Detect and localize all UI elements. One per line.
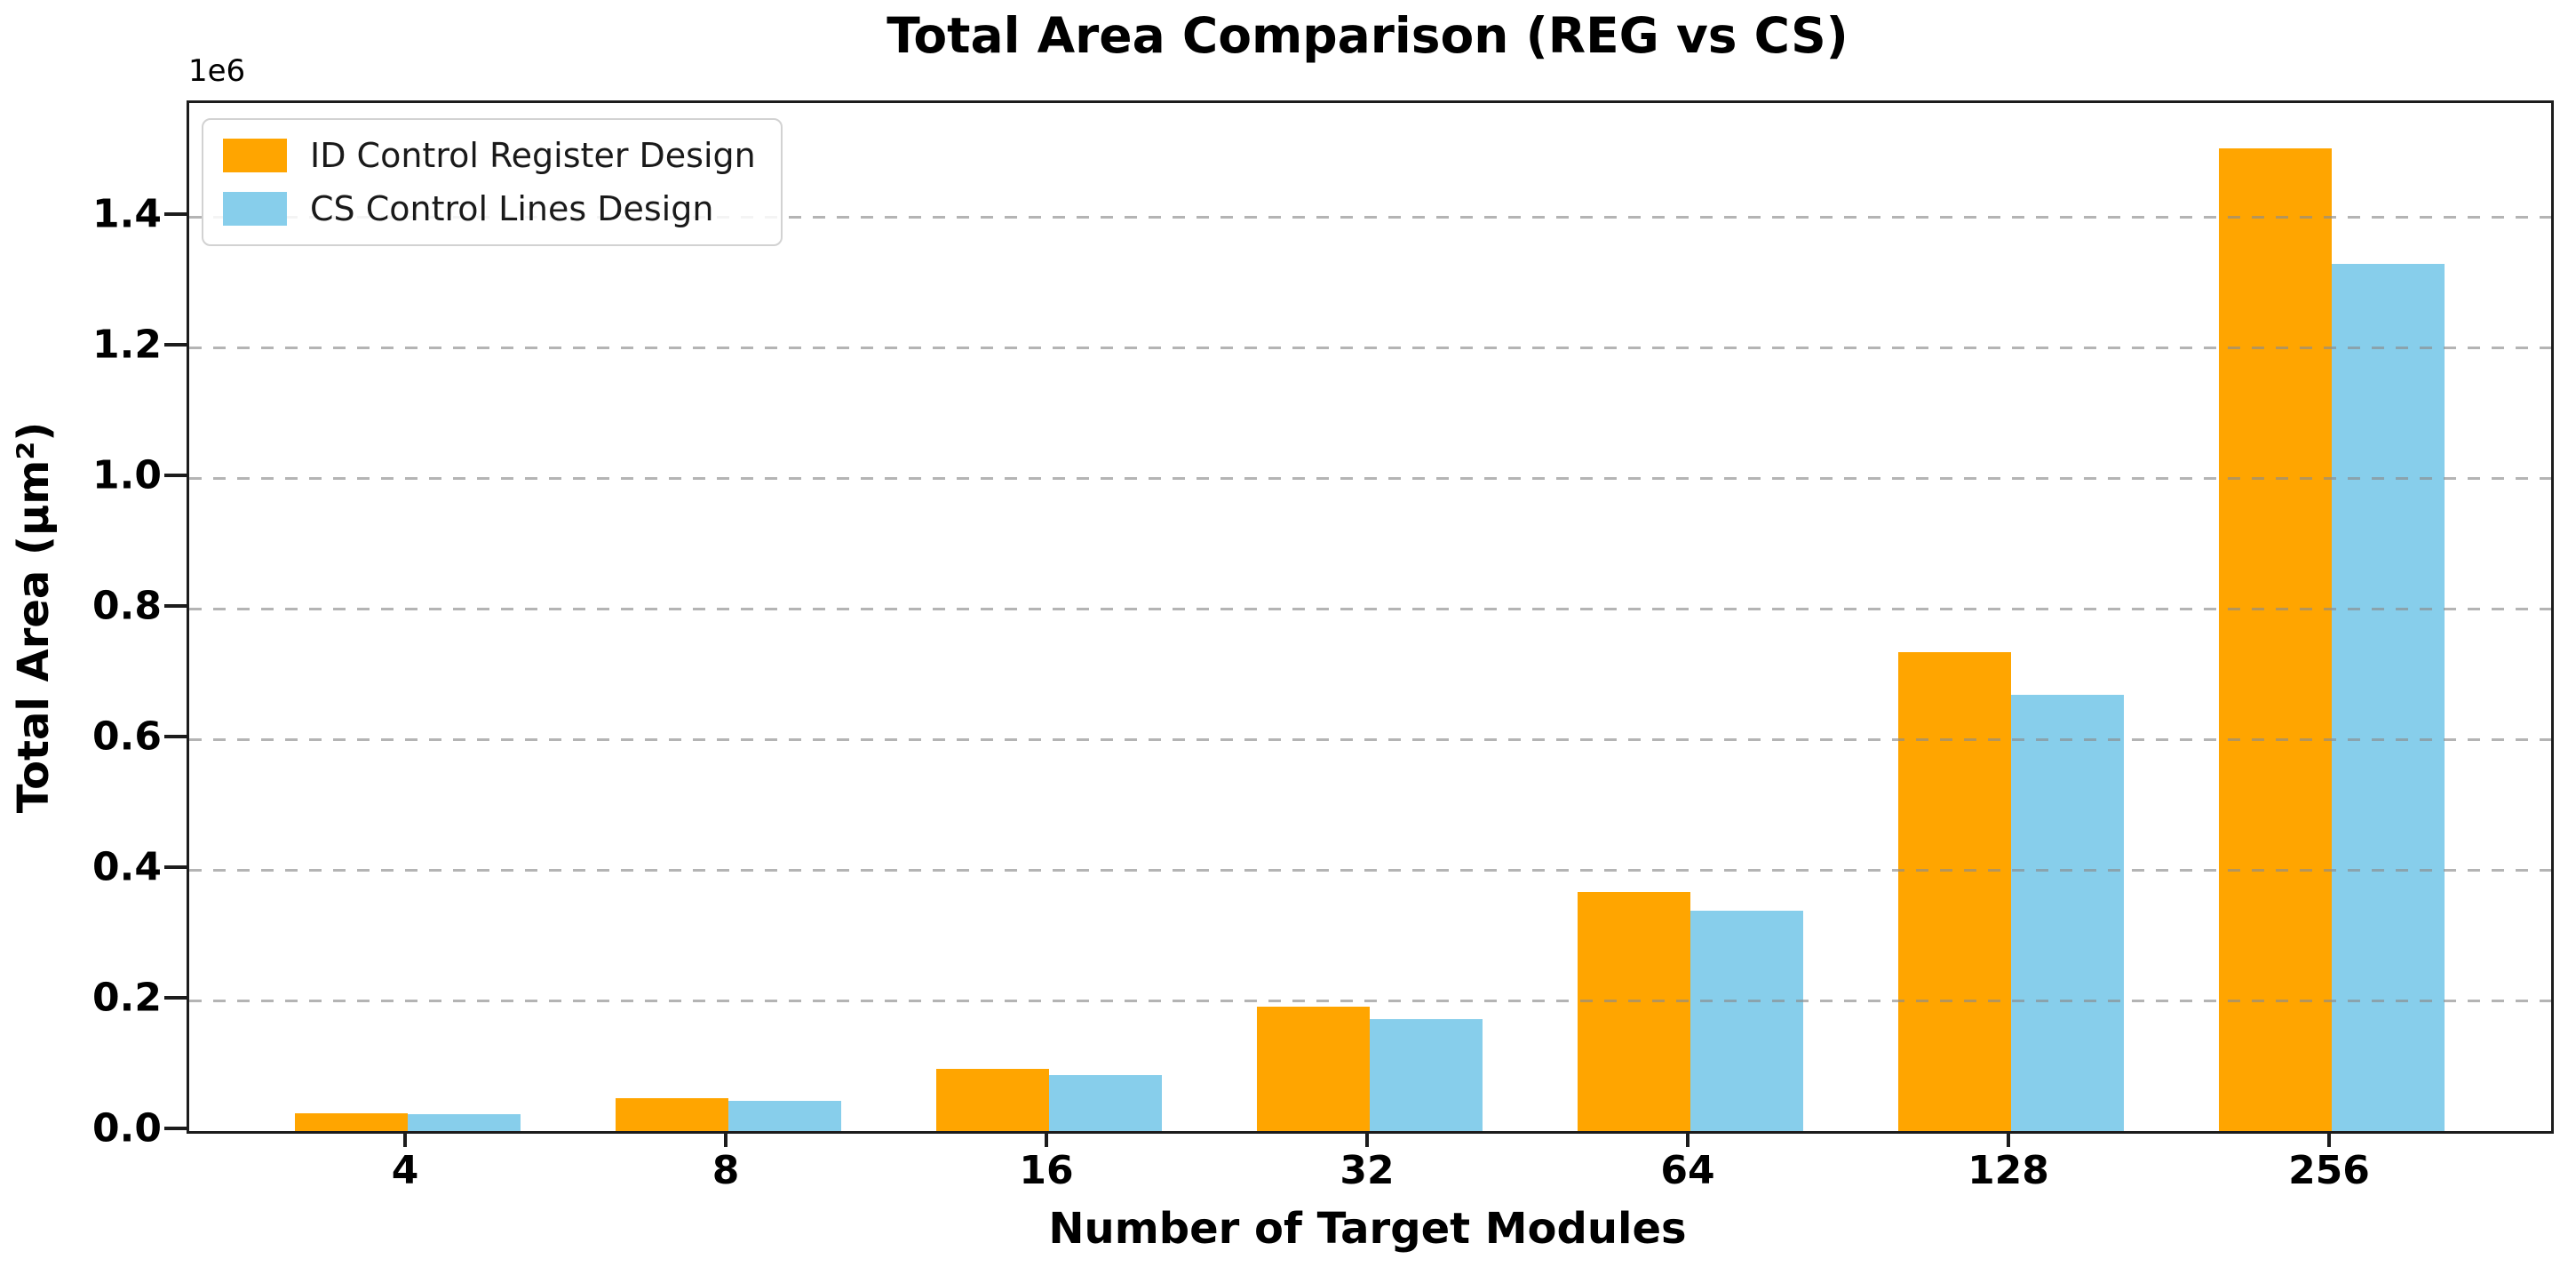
y-tick-mark-1.2 — [164, 342, 188, 347]
y-tick-mark-1.0 — [164, 473, 188, 477]
legend-entry-reg: ID Control Register Design — [223, 136, 756, 175]
x-tick-mark-8 — [724, 1131, 727, 1147]
bar-cs-128 — [2011, 695, 2124, 1131]
gridline-0.6 — [189, 737, 2551, 741]
legend: ID Control Register Design CS Control Li… — [202, 118, 783, 246]
bar-cs-32 — [1370, 1019, 1483, 1131]
y-tick-mark-0.2 — [164, 995, 188, 1000]
gridline-1.4 — [189, 215, 2551, 219]
legend-swatch-skyblue — [223, 192, 287, 226]
bar-reg-8 — [616, 1098, 728, 1131]
x-tick-mark-64 — [1686, 1131, 1690, 1147]
x-tick-mark-128 — [2007, 1131, 2010, 1147]
bar-reg-32 — [1257, 1007, 1370, 1131]
y-tick-label-0.4: 0.4 — [92, 844, 162, 890]
y-tick-mark-0.6 — [164, 734, 188, 738]
x-tick-mark-256 — [2327, 1131, 2331, 1147]
x-tick-mark-16 — [1045, 1131, 1048, 1147]
bar-cs-16 — [1049, 1075, 1162, 1131]
legend-label: ID Control Register Design — [310, 136, 756, 175]
gridline-1.2 — [189, 346, 2551, 349]
y-tick-label-0.8: 0.8 — [92, 583, 162, 629]
gridline-0.4 — [189, 868, 2551, 872]
bar-reg-4 — [295, 1113, 408, 1131]
x-tick-label-32: 32 — [1340, 1148, 1395, 1193]
plot-area — [187, 100, 2554, 1134]
bar-reg-64 — [1578, 892, 1690, 1131]
y-tick-mark-1.4 — [164, 211, 188, 216]
y-tick-label-0.2: 0.2 — [92, 975, 162, 1021]
bar-reg-128 — [1898, 652, 2011, 1131]
bar-reg-16 — [936, 1069, 1049, 1131]
x-tick-mark-4 — [403, 1131, 407, 1147]
legend-entry-cs: CS Control Lines Design — [223, 189, 756, 228]
bar-cs-4 — [408, 1114, 521, 1131]
y-tick-label-1.4: 1.4 — [92, 191, 162, 237]
x-tick-label-4: 4 — [391, 1148, 419, 1193]
y-axis-offset-text: 1e6 — [188, 53, 246, 89]
x-tick-label-64: 64 — [1660, 1148, 1715, 1193]
y-tick-mark-0.0 — [164, 1127, 188, 1130]
y-axis-label: Total Area (μm²) — [9, 421, 59, 814]
x-tick-label-8: 8 — [712, 1148, 740, 1193]
y-tick-label-0.0: 0.0 — [92, 1105, 162, 1151]
gridline-0.2 — [189, 999, 2551, 1002]
x-axis-label: Number of Target Modules — [1048, 1204, 1687, 1254]
y-tick-label-1.2: 1.2 — [92, 322, 162, 368]
y-tick-label-1.0: 1.0 — [92, 452, 162, 498]
gridline-0.8 — [189, 607, 2551, 610]
bar-cs-256 — [2332, 264, 2445, 1131]
y-tick-label-0.6: 0.6 — [92, 713, 162, 760]
x-tick-label-128: 128 — [1968, 1148, 2049, 1193]
gridline-1.0 — [189, 476, 2551, 480]
bar-cs-8 — [728, 1101, 841, 1131]
chart-title: Total Area Comparison (REG vs CS) — [886, 7, 1849, 64]
legend-swatch-orange — [223, 139, 287, 172]
x-tick-label-256: 256 — [2288, 1148, 2370, 1193]
legend-label: CS Control Lines Design — [310, 189, 714, 228]
x-tick-label-16: 16 — [1019, 1148, 1074, 1193]
y-tick-mark-0.4 — [164, 865, 188, 869]
y-tick-mark-0.8 — [164, 603, 188, 608]
bar-reg-256 — [2219, 148, 2332, 1131]
bar-cs-64 — [1690, 911, 1803, 1131]
x-tick-mark-32 — [1365, 1131, 1369, 1147]
